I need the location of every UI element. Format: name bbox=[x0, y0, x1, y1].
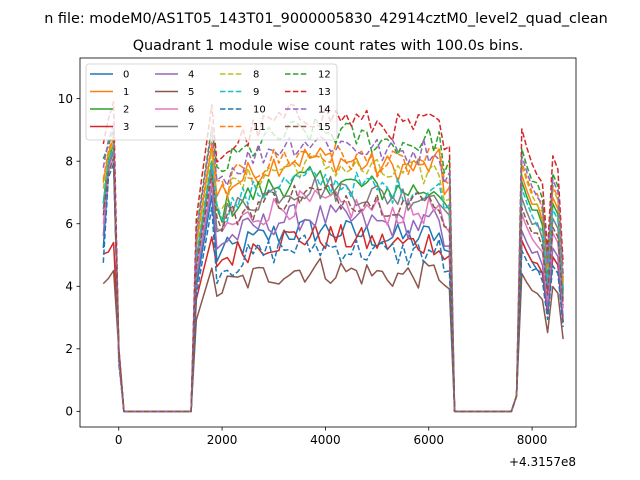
series-line-6 bbox=[102, 157, 564, 413]
legend-label-5: 5 bbox=[188, 87, 194, 98]
x-tick-label: 6000 bbox=[413, 433, 444, 447]
legend-label-14: 14 bbox=[318, 105, 331, 116]
series-line-3 bbox=[103, 224, 564, 413]
series-line-14 bbox=[102, 123, 564, 413]
legend-label-7: 7 bbox=[188, 122, 194, 133]
series-line-8 bbox=[102, 140, 564, 413]
legend-label-1: 1 bbox=[123, 87, 129, 98]
legend-label-10: 10 bbox=[253, 105, 266, 116]
x-tick-label: 2000 bbox=[207, 433, 238, 447]
chart-title: Quadrant 1 module wise count rates with … bbox=[133, 38, 524, 54]
x-tick-label: 8000 bbox=[517, 433, 548, 447]
legend-label-11: 11 bbox=[253, 122, 266, 133]
legend-label-8: 8 bbox=[253, 70, 259, 81]
series-line-2 bbox=[102, 143, 564, 413]
y-tick-label: 4 bbox=[65, 280, 73, 294]
x-tick-label: 0 bbox=[115, 433, 123, 447]
y-tick-label: 6 bbox=[65, 217, 73, 231]
x-axis: 0 2000 4000 6000 8000 bbox=[115, 427, 547, 447]
figure-suptitle: n file: modeM0/AS1T05_143T01_9000005830_… bbox=[44, 11, 608, 27]
axes-frame bbox=[79, 57, 577, 428]
series-line-15 bbox=[102, 157, 564, 413]
y-tick-label: 0 bbox=[65, 405, 73, 419]
series-line-5 bbox=[102, 257, 564, 413]
legend-label-4: 4 bbox=[188, 70, 194, 81]
legend-label-6: 6 bbox=[188, 105, 194, 116]
plot-area bbox=[102, 101, 564, 413]
series-line-10 bbox=[102, 162, 564, 413]
series-line-11 bbox=[102, 134, 564, 413]
legend-label-2: 2 bbox=[123, 105, 129, 116]
y-axis: 0 2 4 6 8 10 bbox=[58, 92, 80, 419]
legend-label-0: 0 bbox=[123, 70, 129, 81]
legend-label-12: 12 bbox=[318, 70, 331, 81]
series-line-1 bbox=[102, 137, 564, 413]
legend-label-13: 13 bbox=[318, 87, 331, 98]
x-tick-label: 4000 bbox=[310, 433, 341, 447]
legend-label-15: 15 bbox=[318, 122, 331, 133]
legend-label-9: 9 bbox=[253, 87, 259, 98]
series-line-13 bbox=[102, 101, 564, 413]
series-line-0 bbox=[102, 157, 564, 413]
y-tick-label: 10 bbox=[58, 92, 73, 106]
y-tick-label: 2 bbox=[65, 342, 73, 356]
legend-frame bbox=[85, 63, 338, 141]
y-tick-label: 8 bbox=[65, 154, 73, 168]
x-offset-label: +4.3157e8 bbox=[509, 455, 576, 469]
legend-label-3: 3 bbox=[123, 122, 129, 133]
